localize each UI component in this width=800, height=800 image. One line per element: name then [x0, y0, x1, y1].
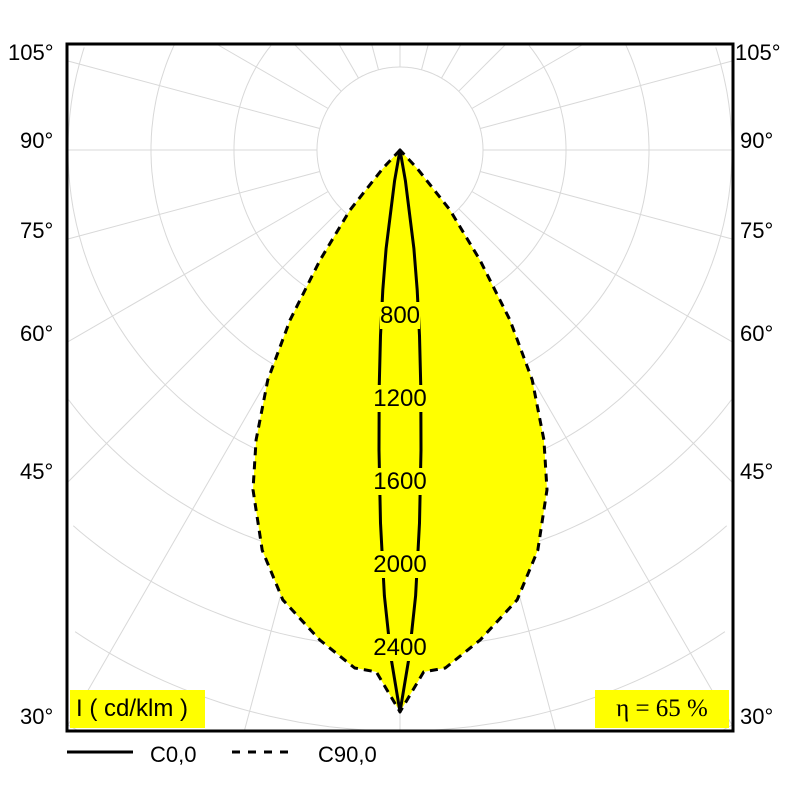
grid-radial-line	[338, 43, 359, 79]
angle-label-right-45: 45°	[740, 459, 774, 484]
legend-c90-label: C90,0	[318, 742, 377, 767]
intensity-tick-row: 800	[300, 302, 500, 330]
grid-radial-line	[371, 43, 380, 70]
grid-circle	[74, 631, 726, 732]
intensity-tick-row: 2400	[300, 634, 500, 662]
grid-radial-line	[480, 170, 734, 240]
angle-label-left-45: 45°	[20, 459, 54, 484]
grid-radial-line	[480, 60, 734, 130]
grid-radial-line	[66, 170, 320, 240]
angle-label-right-75: 75°	[740, 218, 774, 243]
intensity-tick-label: 800	[379, 302, 421, 329]
angle-label-right-30: 30°	[740, 704, 774, 729]
intensity-tick-row: 2000	[300, 551, 500, 579]
intensity-tick-label: 2400	[373, 634, 427, 661]
grid-radial-line	[471, 191, 734, 343]
angle-label-left-30: 30°	[20, 704, 54, 729]
grid-radial-line	[420, 43, 429, 70]
intensity-tick-label: 1600	[373, 468, 427, 495]
grid-radial-line	[66, 208, 342, 484]
grid-radial-line	[458, 208, 734, 484]
grid-radial-line	[216, 43, 329, 109]
angle-label-right-60: 60°	[740, 321, 774, 346]
curves	[251, 148, 549, 714]
unit-label: I ( cd/klm )	[70, 690, 205, 728]
angle-label-right-105: 105°	[735, 40, 781, 65]
grid-radial-line	[458, 43, 507, 92]
plot-frame	[65, 42, 735, 733]
angle-label-left-90: 90°	[20, 128, 54, 153]
angle-label-left-60: 60°	[20, 321, 54, 346]
intensity-tick-row: 1200	[300, 385, 500, 413]
intensity-tick-label: 2000	[373, 551, 427, 578]
angle-label-left-75: 75°	[20, 218, 54, 243]
grid-radial-line	[293, 43, 342, 92]
grid-radial-line	[66, 60, 320, 130]
intensity-tick-label: 1200	[373, 385, 427, 412]
grid-radial-line	[441, 43, 462, 79]
angle-label-right-90: 90°	[740, 128, 774, 153]
efficiency-label: η = 65 %	[595, 690, 729, 728]
grid-radial-line	[471, 43, 584, 109]
grid-radial-line	[66, 191, 329, 343]
angle-label-left-105: 105°	[8, 40, 54, 65]
legend-c0-label: C0,0	[150, 742, 197, 767]
intensity-tick-row: 1600	[300, 468, 500, 496]
